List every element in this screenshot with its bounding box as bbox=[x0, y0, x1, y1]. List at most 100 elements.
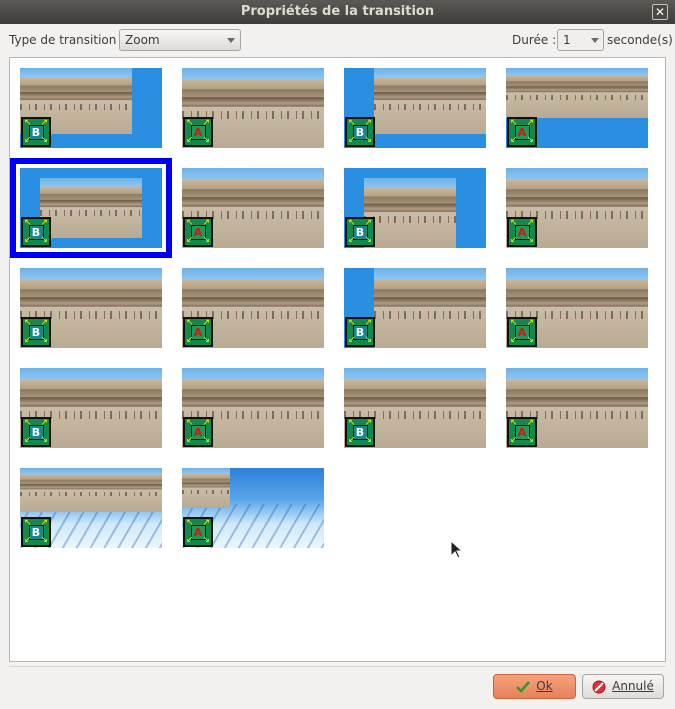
transition-thumbnail[interactable]: ↖ ↗ ↙ ↘ A bbox=[506, 168, 648, 248]
transition-direction-icon: ↖ ↗ ↙ ↘ B bbox=[345, 317, 375, 347]
transition-letter: B bbox=[352, 224, 368, 240]
transition-thumbnail[interactable]: ↖ ↗ ↙ ↘ A bbox=[182, 268, 324, 348]
arrow-icon: ↖ bbox=[510, 218, 518, 228]
transition-image bbox=[344, 368, 486, 448]
transition-thumbnail[interactable]: ↖ ↗ ↙ ↘ B bbox=[20, 468, 162, 548]
arrow-icon: ↘ bbox=[364, 435, 372, 445]
seconds-label: seconde(s) bbox=[607, 33, 673, 47]
arrow-icon: ↙ bbox=[24, 435, 32, 445]
arrow-icon: ↙ bbox=[348, 135, 356, 145]
transition-thumbnail[interactable]: ↖ ↗ ↙ ↘ B bbox=[20, 268, 162, 348]
arrow-icon: ↗ bbox=[202, 218, 210, 228]
arrow-icon: ↗ bbox=[364, 418, 372, 428]
arrow-icon: ↖ bbox=[348, 118, 356, 128]
transition-image-a bbox=[182, 468, 230, 508]
arrow-icon: ↗ bbox=[202, 318, 210, 328]
transition-thumbnail[interactable]: ↖ ↗ ↙ ↘ A bbox=[506, 268, 648, 348]
transition-letter: A bbox=[514, 324, 530, 340]
arrow-icon: ↖ bbox=[348, 318, 356, 328]
arrow-icon: ↘ bbox=[40, 535, 48, 545]
transition-type-label: Type de transition : bbox=[9, 33, 125, 47]
transition-direction-icon: ↖ ↗ ↙ ↘ B bbox=[345, 417, 375, 447]
transition-image bbox=[374, 268, 486, 348]
ok-label: Ok bbox=[536, 679, 553, 693]
transition-grid: ↖ ↗ ↙ ↘ B ↖ ↗ ↙ ↘ A ↖ ↗ ↙ ↘ B ↖ ↗ ↙ ↘ A ↖ ↗ ↙ ↘ B ↖ ↗ ↙ ↘ A ↖ ↗ ↙ ↘ B ↖ ↗ ↙ ↘ A… bbox=[9, 57, 666, 662]
transition-image bbox=[364, 178, 456, 248]
transition-thumbnail[interactable]: ↖ ↗ ↙ ↘ B bbox=[344, 368, 486, 448]
transition-thumbnail[interactable]: ↖ ↗ ↙ ↘ B bbox=[344, 168, 486, 248]
transition-image bbox=[40, 178, 142, 238]
arrow-icon: ↖ bbox=[24, 418, 32, 428]
transition-thumbnail[interactable]: ↖ ↗ ↙ ↘ A bbox=[182, 468, 324, 548]
transition-thumbnail[interactable]: ↖ ↗ ↙ ↘ A bbox=[182, 368, 324, 448]
transition-type-value: Zoom bbox=[125, 33, 160, 47]
transition-direction-icon: ↖ ↗ ↙ ↘ B bbox=[345, 117, 375, 147]
transition-thumbnail[interactable]: ↖ ↗ ↙ ↘ B bbox=[20, 368, 162, 448]
arrow-icon: ↗ bbox=[526, 118, 534, 128]
arrow-icon: ↙ bbox=[510, 335, 518, 345]
arrow-icon: ↙ bbox=[186, 335, 194, 345]
arrow-icon: ↘ bbox=[364, 335, 372, 345]
transition-thumbnail[interactable]: ↖ ↗ ↙ ↘ B bbox=[344, 68, 486, 148]
arrow-icon: ↗ bbox=[526, 418, 534, 428]
transition-image-a bbox=[20, 468, 162, 512]
transition-image bbox=[506, 68, 648, 118]
arrow-icon: ↘ bbox=[40, 235, 48, 245]
arrow-icon: ↘ bbox=[202, 335, 210, 345]
transition-letter: A bbox=[190, 424, 206, 440]
duration-label: Durée : bbox=[512, 33, 557, 47]
window-title: Propriétés de la transition bbox=[240, 4, 435, 19]
arrow-icon: ↖ bbox=[24, 218, 32, 228]
transition-thumbnail[interactable]: ↖ ↗ ↙ ↘ A bbox=[506, 368, 648, 448]
transition-thumbnail[interactable]: ↖ ↗ ↙ ↘ B bbox=[344, 268, 486, 348]
transition-thumbnail[interactable]: ↖ ↗ ↙ ↘ A bbox=[182, 68, 324, 148]
arrow-icon: ↘ bbox=[202, 235, 210, 245]
arrow-icon: ↗ bbox=[40, 318, 48, 328]
arrow-icon: ↖ bbox=[186, 518, 194, 528]
arrow-icon: ↗ bbox=[364, 218, 372, 228]
transition-direction-icon: ↖ ↗ ↙ ↘ B bbox=[21, 217, 51, 247]
arrow-icon: ↖ bbox=[348, 418, 356, 428]
arrow-icon: ↘ bbox=[40, 335, 48, 345]
arrow-icon: ↖ bbox=[348, 218, 356, 228]
arrow-icon: ↘ bbox=[364, 135, 372, 145]
arrow-icon: ↖ bbox=[510, 318, 518, 328]
arrow-icon: ↘ bbox=[526, 235, 534, 245]
ok-button[interactable]: Ok bbox=[493, 674, 576, 699]
close-button[interactable]: ✕ bbox=[652, 4, 668, 20]
transition-letter: B bbox=[28, 224, 44, 240]
arrow-icon: ↗ bbox=[364, 318, 372, 328]
transition-direction-icon: ↖ ↗ ↙ ↘ A bbox=[183, 317, 213, 347]
arrow-icon: ↙ bbox=[24, 235, 32, 245]
transition-thumbnail[interactable]: ↖ ↗ ↙ ↘ A bbox=[182, 168, 324, 248]
transition-thumbnail[interactable]: ↖ ↗ ↙ ↘ A bbox=[506, 68, 648, 148]
arrow-icon: ↗ bbox=[202, 518, 210, 528]
chevron-down-icon bbox=[227, 38, 235, 43]
arrow-icon: ↙ bbox=[348, 335, 356, 345]
cancel-button[interactable]: Annulé bbox=[582, 674, 664, 699]
transition-letter: B bbox=[352, 424, 368, 440]
transition-direction-icon: ↖ ↗ ↙ ↘ A bbox=[507, 417, 537, 447]
transition-letter: A bbox=[514, 424, 530, 440]
duration-spinner[interactable]: 1 bbox=[557, 29, 604, 51]
transition-direction-icon: ↖ ↗ ↙ ↘ B bbox=[21, 517, 51, 547]
arrow-icon: ↙ bbox=[186, 235, 194, 245]
transition-direction-icon: ↖ ↗ ↙ ↘ A bbox=[507, 217, 537, 247]
close-icon: ✕ bbox=[654, 5, 666, 19]
arrow-icon: ↗ bbox=[526, 318, 534, 328]
arrow-icon: ↙ bbox=[510, 135, 518, 145]
transition-letter: A bbox=[190, 324, 206, 340]
arrow-icon: ↖ bbox=[186, 218, 194, 228]
chevron-down-icon bbox=[591, 38, 599, 43]
transition-direction-icon: ↖ ↗ ↙ ↘ A bbox=[183, 117, 213, 147]
footer-separator bbox=[9, 666, 666, 667]
arrow-icon: ↙ bbox=[348, 235, 356, 245]
transition-image bbox=[506, 168, 648, 248]
transition-thumbnail[interactable]: ↖ ↗ ↙ ↘ B bbox=[20, 68, 162, 148]
arrow-icon: ↗ bbox=[526, 218, 534, 228]
transition-type-select[interactable]: Zoom bbox=[119, 29, 241, 51]
arrow-icon: ↘ bbox=[202, 435, 210, 445]
transition-thumbnail[interactable]: ↖ ↗ ↙ ↘ B bbox=[10, 158, 172, 258]
transition-image bbox=[374, 68, 486, 134]
transition-letter: A bbox=[514, 124, 530, 140]
